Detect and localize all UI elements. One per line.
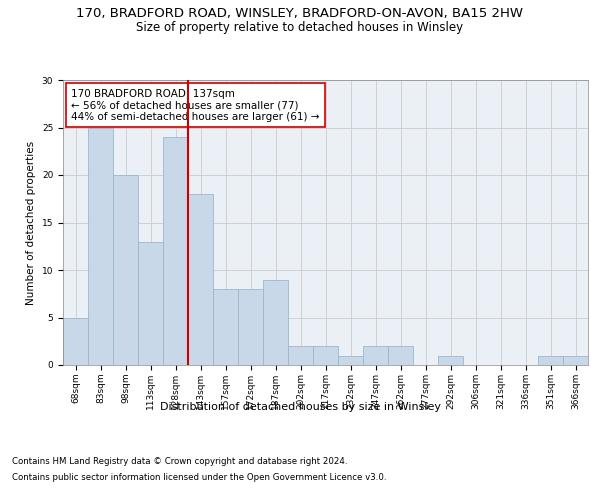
Text: Contains public sector information licensed under the Open Government Licence v3: Contains public sector information licen… — [12, 472, 386, 482]
Bar — [213, 289, 238, 365]
Bar — [313, 346, 338, 365]
Bar — [288, 346, 313, 365]
Bar — [138, 242, 163, 365]
Bar — [338, 356, 363, 365]
Bar — [188, 194, 213, 365]
Bar — [113, 175, 138, 365]
Bar — [263, 280, 288, 365]
Bar — [388, 346, 413, 365]
Bar — [63, 318, 88, 365]
Bar — [538, 356, 563, 365]
Bar — [563, 356, 588, 365]
Bar — [163, 137, 188, 365]
Bar — [363, 346, 388, 365]
Y-axis label: Number of detached properties: Number of detached properties — [26, 140, 36, 304]
Text: Distribution of detached houses by size in Winsley: Distribution of detached houses by size … — [160, 402, 440, 412]
Bar — [88, 128, 113, 365]
Bar — [238, 289, 263, 365]
Bar — [438, 356, 463, 365]
Text: Size of property relative to detached houses in Winsley: Size of property relative to detached ho… — [136, 21, 464, 34]
Text: 170, BRADFORD ROAD, WINSLEY, BRADFORD-ON-AVON, BA15 2HW: 170, BRADFORD ROAD, WINSLEY, BRADFORD-ON… — [77, 8, 523, 20]
Text: 170 BRADFORD ROAD: 137sqm
← 56% of detached houses are smaller (77)
44% of semi-: 170 BRADFORD ROAD: 137sqm ← 56% of detac… — [71, 88, 319, 122]
Text: Contains HM Land Registry data © Crown copyright and database right 2024.: Contains HM Land Registry data © Crown c… — [12, 458, 347, 466]
